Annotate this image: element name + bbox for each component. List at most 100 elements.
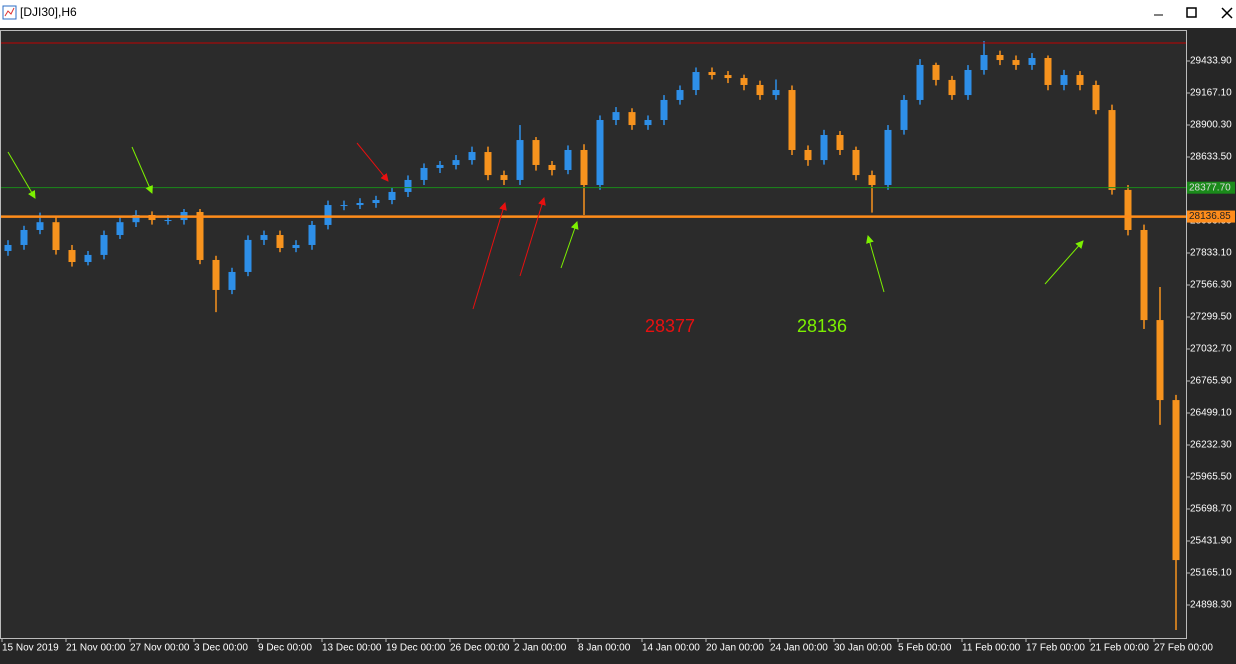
x-tick-label: 27 Feb 00:00 — [1154, 643, 1213, 654]
y-tick-label: 25165.10 — [1190, 568, 1232, 579]
annotation: 28136 — [797, 316, 847, 336]
x-tick-label: 21 Nov 00:00 — [66, 643, 126, 654]
candle-body — [996, 54, 1004, 61]
y-tick-label: 26232.30 — [1190, 440, 1232, 451]
x-tick-label: 9 Dec 00:00 — [258, 643, 312, 654]
x-tick-label: 15 Nov 2019 — [2, 643, 59, 654]
level-label-box — [1187, 181, 1235, 194]
y-tick-label: 28633.50 — [1190, 152, 1232, 163]
window-title: [DJI30],H6 — [20, 5, 77, 19]
candle-body — [212, 259, 220, 290]
y-tick-label: 25965.50 — [1190, 472, 1232, 483]
app-icon-line — [4, 7, 15, 17]
candle-body — [580, 149, 588, 186]
y-tick-label: 26765.90 — [1190, 376, 1232, 387]
x-tick-label: 2 Jan 00:00 — [514, 643, 567, 654]
candle-body — [468, 152, 476, 161]
candle-body — [324, 205, 332, 225]
candle-body — [244, 239, 252, 272]
candle-body — [884, 129, 892, 186]
x-tick-label: 5 Feb 00:00 — [898, 643, 952, 654]
candle-body — [612, 112, 620, 121]
candle-body — [516, 140, 524, 180]
arrow — [519, 197, 546, 277]
candle-body — [484, 152, 492, 176]
arrow — [560, 221, 579, 269]
close-button[interactable] — [1221, 7, 1233, 19]
candle-body — [1044, 57, 1052, 85]
y-tick-label: 27032.70 — [1190, 344, 1232, 355]
candle-body — [1172, 400, 1180, 561]
x-tick-label: 8 Jan 00:00 — [578, 643, 631, 654]
y-tick-label: 29433.90 — [1190, 56, 1232, 67]
candle-body — [436, 164, 444, 168]
candle-body — [980, 54, 988, 70]
candle-body — [916, 64, 924, 100]
candle-body — [548, 164, 556, 171]
candle-body — [1156, 320, 1164, 401]
candle-body — [756, 84, 764, 96]
annotation: 28377 — [645, 316, 695, 336]
candle-body — [660, 99, 668, 121]
candle-body — [1140, 229, 1148, 321]
candle-body — [420, 167, 428, 180]
candle-body — [276, 235, 284, 248]
x-tick-label: 27 Nov 00:00 — [130, 643, 190, 654]
candle-body — [116, 222, 124, 236]
arrow — [472, 202, 507, 310]
candle-body — [292, 244, 300, 248]
arrow — [7, 151, 36, 199]
candle-body — [900, 99, 908, 130]
maximize-button[interactable] — [1186, 7, 1197, 18]
y-tick-label: 25698.70 — [1190, 504, 1232, 515]
candle-body — [724, 75, 732, 79]
candle-body — [1076, 75, 1084, 85]
level-label: 28377.70 — [1189, 182, 1231, 193]
candle-body — [948, 79, 956, 96]
candle-body — [308, 224, 316, 245]
candle-body — [36, 222, 44, 230]
candle-body — [100, 235, 108, 255]
arrow — [131, 146, 153, 194]
candle-body — [68, 250, 76, 263]
candle-body — [564, 149, 572, 171]
candle-body — [740, 78, 748, 85]
candle-body — [4, 244, 12, 251]
candle-body — [1060, 75, 1068, 85]
candle-body — [628, 112, 636, 126]
candle-body — [804, 149, 812, 161]
x-tick-label: 3 Dec 00:00 — [194, 643, 248, 654]
candle-body — [340, 205, 348, 207]
candle-body — [932, 64, 940, 80]
x-tick-label: 20 Jan 00:00 — [706, 643, 764, 654]
arrow — [1044, 240, 1084, 285]
y-tick-label: 27833.10 — [1190, 248, 1232, 259]
candle-body — [1012, 60, 1020, 65]
arrows — [7, 142, 1084, 310]
x-tick-label: 14 Jan 00:00 — [642, 643, 700, 654]
x-tick-label: 30 Jan 00:00 — [834, 643, 892, 654]
candle-body — [532, 140, 540, 165]
x-tick-label: 11 Feb 00:00 — [962, 643, 1021, 654]
candle-body — [852, 149, 860, 176]
candle-body — [964, 69, 972, 96]
candle-body — [20, 229, 28, 245]
y-tick-label: 25431.90 — [1190, 536, 1232, 547]
candle-body — [500, 175, 508, 180]
title-bar — [0, 0, 1236, 28]
level-label-box — [1187, 210, 1235, 223]
x-tick-label: 19 Dec 00:00 — [386, 643, 446, 654]
candle-body — [84, 254, 92, 263]
x-tick-label: 17 Feb 00:00 — [1026, 643, 1085, 654]
candle-body — [676, 90, 684, 100]
candle-body — [644, 120, 652, 126]
x-tick-label: 24 Jan 00:00 — [770, 643, 828, 654]
y-tick-label: 28900.30 — [1190, 120, 1232, 131]
candle-body — [772, 90, 780, 96]
candle-body — [52, 222, 60, 251]
candle-body — [164, 220, 172, 222]
candle-body — [260, 235, 268, 240]
x-tick-label: 21 Feb 00:00 — [1090, 643, 1149, 654]
